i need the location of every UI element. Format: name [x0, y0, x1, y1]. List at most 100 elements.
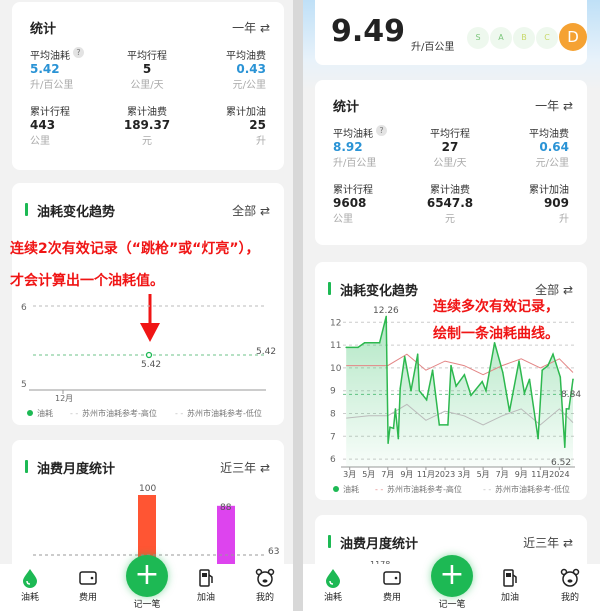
data-point[interactable] [431, 369, 434, 371]
left-monthly-chart: 100 88 63 [33, 484, 279, 585]
data-point[interactable] [345, 346, 348, 349]
legend-item: 苏州市油耗参考-高位 [82, 408, 157, 418]
period-label: 全部 [232, 204, 257, 218]
nav-label: 我的 [560, 593, 579, 603]
legend-item: 苏州市油耗参考-低位 [187, 408, 262, 418]
data-point[interactable] [481, 380, 483, 383]
monthly-title: 油费月度统计 [340, 537, 419, 552]
stats-period-selector[interactable]: 一年 ⇄ [232, 19, 270, 36]
data-point[interactable] [363, 342, 366, 344]
swap-icon: ⇄ [259, 461, 270, 475]
stats-card: 统计 一年 ⇄ 平均油耗? 5.42 升/百公里 平均行程 5 公里/天 平均油… [12, 2, 284, 170]
data-point[interactable] [399, 387, 402, 390]
data-point[interactable] [450, 364, 452, 367]
consumption-line[interactable] [346, 316, 574, 448]
y-tick-label: 9 [330, 387, 336, 397]
period-label: 一年 [535, 99, 560, 113]
data-point[interactable] [572, 378, 574, 381]
data-point[interactable] [528, 378, 531, 381]
stat-label: 平均油费 [226, 51, 266, 62]
stat-unit: 升 [256, 136, 266, 147]
fuel-pump-icon [186, 568, 226, 588]
nav-item[interactable]: 油耗 [313, 568, 353, 603]
stats-period-selector[interactable]: 一年 ⇄ [535, 97, 573, 114]
data-point[interactable] [397, 437, 400, 440]
data-point[interactable] [418, 389, 421, 392]
y-tick-label: 12 [330, 318, 341, 328]
stat-value: 25 [249, 118, 266, 132]
grade-d-current: D [559, 23, 587, 51]
data-point[interactable] [523, 392, 526, 394]
stat-item: 累计油费 189.37 元 [107, 103, 187, 147]
swap-icon: ⇄ [562, 99, 573, 113]
fuel-pump-icon [490, 568, 530, 588]
nav-item[interactable]: 我的 [245, 568, 285, 603]
trend-period-selector[interactable]: 全部 ⇄ [535, 281, 573, 298]
data-point[interactable] [502, 371, 504, 374]
latest-value: 9.49 [331, 14, 406, 49]
annotation-line-2: 绘制一条油耗曲线。 [433, 326, 559, 342]
data-point[interactable] [493, 342, 496, 344]
x-tick-label: 7月 [381, 470, 394, 479]
data-point[interactable] [508, 410, 511, 413]
x-tick-label: 3月 [458, 470, 471, 479]
stat-item: 平均油耗? 8.92 升/百公里 [333, 125, 387, 169]
average-label: 63 [268, 547, 279, 557]
data-point[interactable] [463, 373, 466, 376]
stat-value: 27 [441, 140, 459, 154]
title-accent [25, 460, 28, 473]
nav-label: 我的 [255, 593, 274, 603]
legend-dash: - - [483, 485, 491, 494]
data-point[interactable] [410, 389, 412, 392]
monthly-period-selector[interactable]: 近三年 ⇄ [220, 459, 270, 476]
help-icon[interactable]: ? [376, 125, 387, 136]
data-point[interactable] [485, 389, 487, 392]
data-point[interactable] [378, 342, 381, 344]
data-point[interactable] [392, 427, 395, 430]
data-point[interactable] [563, 446, 566, 449]
nav-item[interactable]: 费用 [68, 568, 108, 603]
stat-unit: 升/百公里 [30, 80, 74, 91]
data-point[interactable] [389, 426, 391, 428]
data-point[interactable] [541, 369, 544, 371]
nav-item[interactable]: 我的 [550, 568, 590, 603]
data-point[interactable] [565, 408, 568, 410]
data-point[interactable] [357, 346, 359, 349]
grade-c: C [536, 27, 558, 49]
legend-dot [333, 486, 339, 492]
add-record-button[interactable]: + [126, 555, 168, 597]
data-point[interactable] [559, 376, 562, 378]
data-point[interactable] [387, 442, 389, 444]
bear-icon [245, 568, 285, 588]
nav-item[interactable]: 加油 [186, 568, 226, 603]
fuel-drop-icon [10, 568, 50, 588]
data-point[interactable] [455, 385, 457, 387]
data-point[interactable] [447, 424, 449, 426]
data-point[interactable] [537, 437, 539, 440]
data-point[interactable] [403, 355, 406, 358]
help-icon[interactable]: ? [73, 47, 84, 58]
data-point[interactable] [385, 315, 388, 318]
data-point[interactable] [425, 399, 428, 401]
data-point[interactable] [394, 408, 397, 410]
data-point[interactable] [145, 351, 153, 359]
add-record-button[interactable]: + [431, 555, 473, 597]
data-point[interactable] [438, 424, 441, 426]
x-tick-label: 11月 [417, 470, 435, 479]
data-point[interactable] [470, 394, 472, 397]
trend-period-selector[interactable]: 全部 ⇄ [232, 202, 270, 219]
data-point[interactable] [518, 360, 520, 362]
y-tick-label: 11 [330, 341, 341, 351]
monthly-period-selector[interactable]: 近三年 ⇄ [523, 534, 573, 551]
data-point[interactable] [547, 364, 549, 367]
stat-value: 9608 [333, 196, 367, 210]
nav-item[interactable]: 油耗 [10, 568, 50, 603]
data-point[interactable] [552, 353, 554, 356]
data-point[interactable] [568, 408, 570, 410]
nav-item[interactable]: 加油 [490, 568, 530, 603]
data-point[interactable] [416, 353, 419, 356]
nav-item[interactable]: 费用 [372, 568, 412, 603]
latest-unit: 升/百公里 [411, 42, 455, 53]
stat-label: 平均油耗? [30, 47, 84, 62]
annotation-line-2: 才会计算出一个油耗值。 [10, 273, 164, 289]
